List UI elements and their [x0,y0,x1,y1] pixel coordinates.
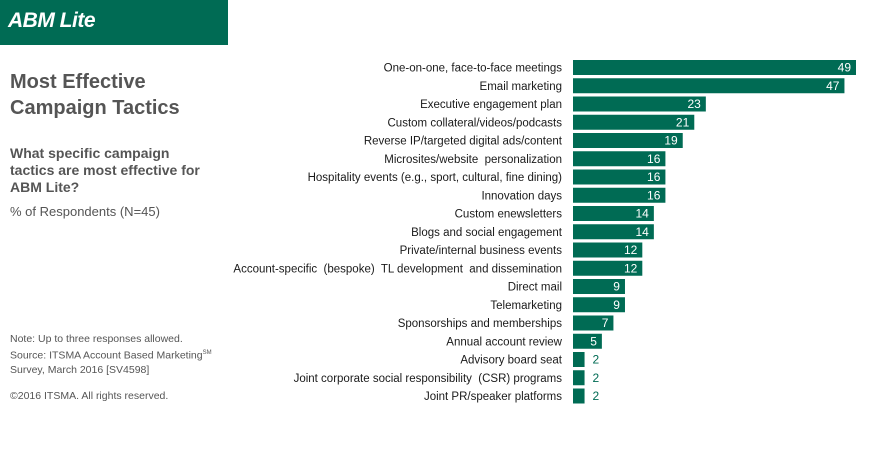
category-label: Hospitality events (e.g., sport, cultura… [308,172,563,184]
value-label: 2 [593,371,600,385]
category-label: Account-specific (bespoke) TL developmen… [233,263,562,275]
category-label: Custom collateral/videos/podcasts [388,117,563,129]
value-label: 16 [647,170,661,184]
value-label: 23 [687,97,701,111]
bar [573,315,614,331]
value-label: 5 [590,334,597,348]
category-label: Telemarketing [490,300,562,312]
value-label: 14 [635,207,649,221]
note-line-3: Survey, March 2016 [SV4598] [10,363,150,376]
copyright-notice: ©2016 ITSMA. All rights reserved. [10,390,169,402]
bar [573,388,585,404]
category-label: Joint corporate social responsibility (C… [294,373,563,385]
bar [573,151,666,167]
category-label: Annual account review [446,336,562,348]
value-label: 2 [593,353,600,367]
bar [573,187,666,203]
category-label: Email marketing [480,81,562,93]
bar [573,78,845,94]
note-line-1: Note: Up to three responses allowed. [10,333,183,345]
value-label: 9 [613,280,620,294]
category-label: Custom enewsletters [455,209,563,221]
value-label: 19 [664,134,678,148]
category-label: Reverse IP/targeted digital ads/content [364,136,563,148]
bar [573,133,683,148]
category-label: Innovation days [481,190,562,202]
note-source-text: Source: ITSMA Account Based Marketing [10,349,203,362]
value-label: 2 [593,389,600,403]
value-label: 12 [624,243,638,257]
bar [573,297,625,313]
value-label: 12 [624,261,638,275]
category-label: Joint PR/speaker platforms [424,391,562,403]
bar [573,333,602,349]
bar [573,242,643,258]
category-label: One-on-one, face-to-face meetings [384,63,563,75]
value-label: 14 [635,225,649,239]
value-label: 16 [647,188,661,202]
respondents-note: % of Respondents (N=45) [10,204,160,219]
category-label: Executive engagement plan [420,99,562,111]
bar [573,206,654,221]
category-label: Blogs and social engagement [411,227,563,239]
category-label: Advisory board seat [460,355,562,367]
source-note: Note: Up to three responses allowed. Sou… [10,332,235,377]
note-line-2: Source: ITSMA Account Based MarketingSM [10,346,235,363]
value-label: 47 [826,79,840,93]
category-label: Private/internal business events [400,245,563,257]
value-label: 21 [676,115,690,129]
value-label: 7 [602,316,609,330]
banner-label: ABM Lite [8,9,96,32]
value-label: 49 [838,61,852,75]
bar [573,169,666,185]
value-label: 16 [647,152,661,166]
report-banner: ABM Lite [0,0,228,45]
bar [573,224,654,240]
bar [573,114,695,130]
bar [573,260,643,276]
category-label: Microsites/website personalization [384,154,562,166]
bar [573,370,585,386]
category-label: Sponsorships and memberships [398,318,563,330]
service-mark: SM [202,350,212,356]
category-label: Direct mail [508,282,562,294]
survey-question: What specific campaign tactics are most … [10,145,200,195]
value-label: 9 [613,298,620,312]
bar [573,279,625,294]
chart-title: Most Effective Campaign Tactics [10,71,180,119]
bar [573,96,706,112]
bar [573,352,585,367]
bar [573,60,856,75]
